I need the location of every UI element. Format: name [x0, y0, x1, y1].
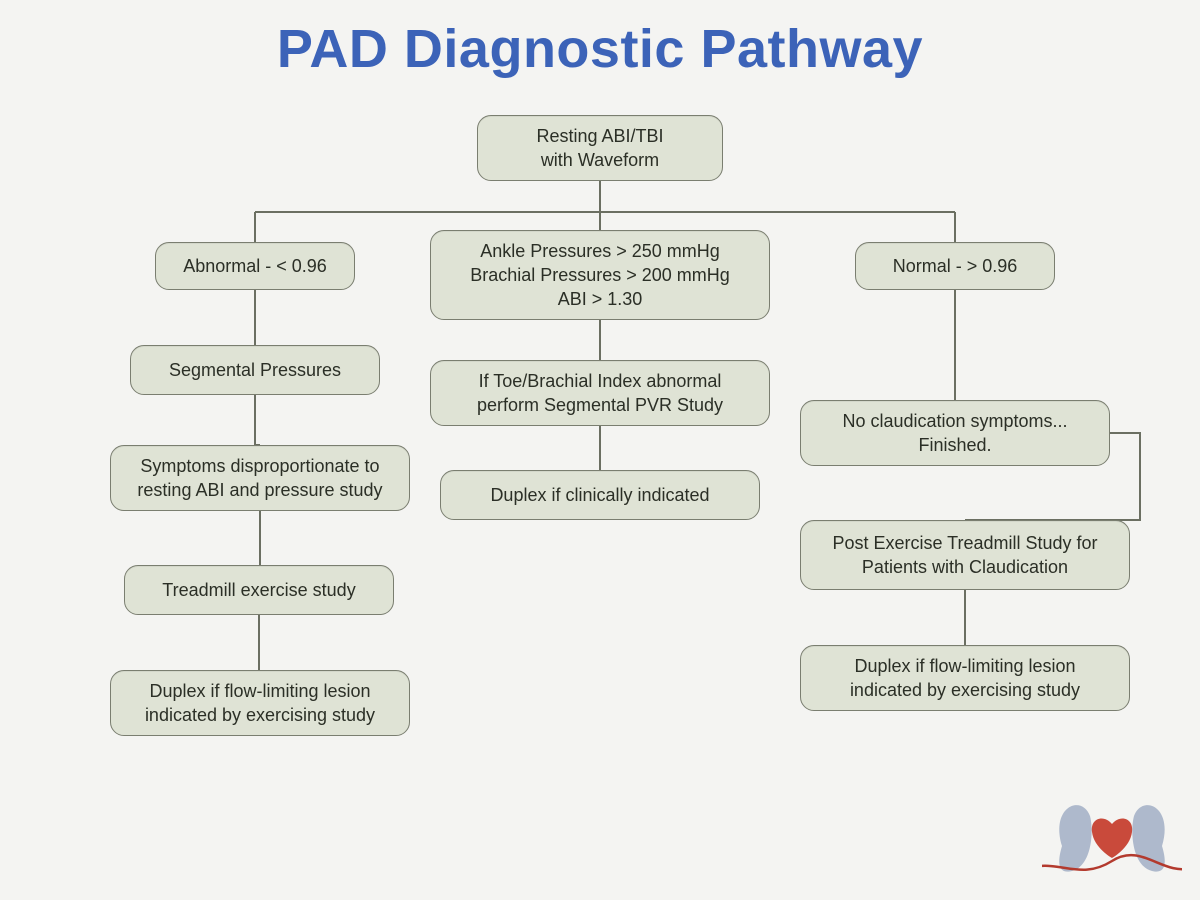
flowchart-node-normal: Normal - > 0.96 — [855, 242, 1055, 290]
flowchart-node-seg: Segmental Pressures — [130, 345, 380, 395]
flowchart-node-label: Abnormal - < 0.96 — [183, 254, 327, 278]
slide: PAD Diagnostic Pathway Resting ABI/TBI w… — [0, 0, 1200, 900]
flowchart-node-duplexL: Duplex if flow-limiting lesion indicated… — [110, 670, 410, 736]
flowchart-node-label: Post Exercise Treadmill Study for Patien… — [832, 531, 1097, 580]
lung-right-icon — [1132, 805, 1164, 872]
flowchart-node-label: Symptoms disproportionate to resting ABI… — [137, 454, 382, 503]
flowchart-node-label: Segmental Pressures — [169, 358, 341, 382]
flowchart-node-label: If Toe/Brachial Index abnormal perform S… — [477, 369, 723, 418]
flowchart-node-label: Duplex if clinically indicated — [490, 483, 709, 507]
flowchart-node-abnormal: Abnormal - < 0.96 — [155, 242, 355, 290]
flowchart-node-root: Resting ABI/TBI with Waveform — [477, 115, 723, 181]
flowchart-node-noclaud: No claudication symptoms... Finished. — [800, 400, 1110, 466]
flowchart-node-label: Ankle Pressures > 250 mmHg Brachial Pres… — [470, 239, 730, 312]
slide-title: PAD Diagnostic Pathway — [0, 18, 1200, 80]
flowchart-node-label: Normal - > 0.96 — [893, 254, 1018, 278]
flowchart-node-tread: Treadmill exercise study — [124, 565, 394, 615]
flowchart-node-label: Treadmill exercise study — [162, 578, 355, 602]
flowchart-node-label: Resting ABI/TBI with Waveform — [536, 124, 663, 173]
heart-icon — [1092, 818, 1132, 858]
flowchart-node-label: Duplex if flow-limiting lesion indicated… — [850, 654, 1080, 703]
flowchart-node-sympdisp: Symptoms disproportionate to resting ABI… — [110, 445, 410, 511]
flowchart-node-duplexR: Duplex if flow-limiting lesion indicated… — [800, 645, 1130, 711]
flowchart-node-label: No claudication symptoms... Finished. — [842, 409, 1067, 458]
flowchart-node-duplexmid: Duplex if clinically indicated — [440, 470, 760, 520]
flowchart-node-midthresh: Ankle Pressures > 250 mmHg Brachial Pres… — [430, 230, 770, 320]
flowchart-node-label: Duplex if flow-limiting lesion indicated… — [145, 679, 375, 728]
lung-left-icon — [1059, 805, 1091, 872]
flowchart-node-tbiabn: If Toe/Brachial Index abnormal perform S… — [430, 360, 770, 426]
flowchart-node-postex: Post Exercise Treadmill Study for Patien… — [800, 520, 1130, 590]
lung-heart-logo-icon — [1042, 776, 1182, 886]
